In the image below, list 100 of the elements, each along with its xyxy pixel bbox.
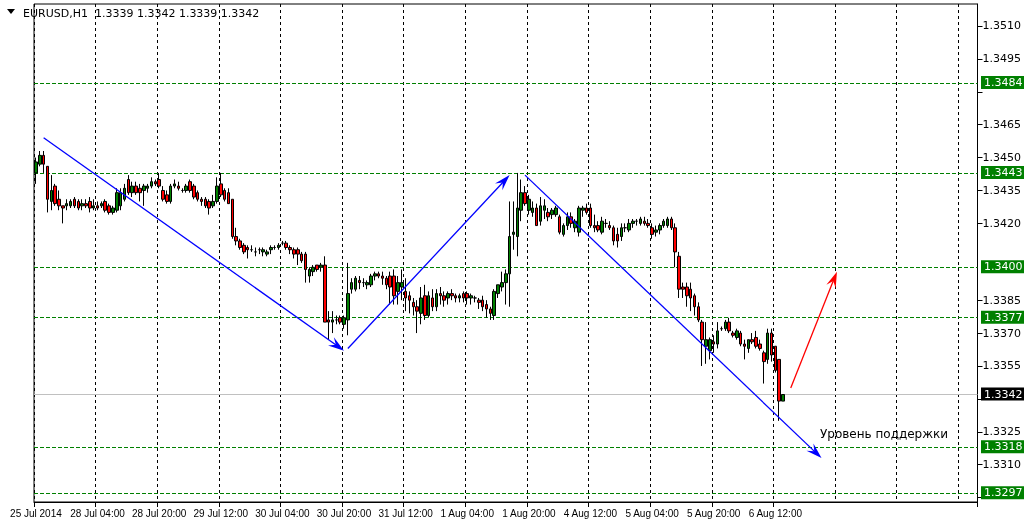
candlestick bbox=[600, 216, 604, 235]
candlestick bbox=[485, 299, 488, 319]
candlestick bbox=[304, 251, 307, 284]
candlestick bbox=[392, 268, 396, 306]
y-tick-label: 1.3435 bbox=[982, 183, 1022, 197]
candlestick bbox=[643, 216, 646, 227]
x-tick-label: 6 Aug 12:00 bbox=[748, 507, 803, 519]
candlestick bbox=[88, 196, 92, 213]
candlestick bbox=[727, 317, 731, 334]
y-tick-label: 1.3385 bbox=[982, 293, 1022, 307]
candlestick bbox=[138, 183, 142, 202]
chart-title: EURUSD,H1 1.3339 1.3342 1.3339 1.3342 bbox=[23, 7, 260, 20]
x-tick-label: 29 Jul 12:00 bbox=[193, 507, 249, 519]
candlestick bbox=[150, 176, 153, 189]
x-tick-label: 28 Jul 04:00 bbox=[70, 507, 126, 519]
candlestick bbox=[550, 207, 554, 220]
x-tick-label: 1 Aug 04:00 bbox=[440, 507, 495, 519]
candlestick bbox=[612, 225, 615, 246]
candlestick bbox=[207, 198, 211, 216]
x-tick-label: 1 Aug 20:00 bbox=[502, 507, 556, 519]
candlestick bbox=[73, 196, 76, 209]
ref-line-label: 1.3443 bbox=[984, 165, 1023, 179]
candlestick bbox=[338, 315, 342, 325]
candlestick bbox=[369, 273, 373, 288]
x-tick-label: 28 Jul 20:00 bbox=[131, 507, 187, 519]
candlestick bbox=[569, 211, 573, 229]
candlestick bbox=[454, 293, 457, 303]
candlestick bbox=[42, 150, 45, 174]
candlestick bbox=[716, 321, 719, 349]
y-tick-label: 1.3465 bbox=[982, 118, 1022, 132]
x-tick-label: 30 Jul 04:00 bbox=[255, 507, 311, 519]
candlestick bbox=[265, 249, 269, 257]
y-tick-label: 1.3310 bbox=[982, 458, 1022, 472]
candlestick bbox=[639, 216, 642, 227]
annotation: Уровень поддержки bbox=[820, 427, 949, 441]
candlestick bbox=[115, 187, 119, 213]
candlestick bbox=[358, 275, 361, 290]
x-tick-label: 5 Aug 04:00 bbox=[625, 507, 680, 519]
ref-line-label: 1.3297 bbox=[984, 486, 1023, 500]
candlestick bbox=[458, 293, 461, 303]
candlestick bbox=[616, 227, 619, 249]
ref-line-label: 1.3342 bbox=[984, 387, 1023, 401]
candlestick bbox=[84, 198, 88, 209]
candlestick bbox=[80, 198, 84, 211]
candlestick bbox=[103, 198, 107, 213]
candlestick bbox=[450, 288, 454, 301]
ref-line-label: 1.3318 bbox=[984, 440, 1023, 454]
candlestick bbox=[184, 183, 188, 194]
candlestick bbox=[724, 319, 727, 332]
y-tick-label: 1.3510 bbox=[982, 19, 1022, 33]
candlestick bbox=[107, 203, 111, 216]
candlestick bbox=[631, 218, 635, 229]
candlestick bbox=[177, 181, 180, 191]
candlestick bbox=[423, 284, 427, 321]
candlestick bbox=[242, 242, 246, 255]
candlestick bbox=[577, 205, 581, 238]
candlestick bbox=[754, 330, 758, 349]
candlestick bbox=[354, 275, 357, 292]
candlestick bbox=[558, 214, 561, 235]
x-tick-label: 5 Aug 20:00 bbox=[687, 507, 741, 519]
candlestick bbox=[477, 297, 481, 310]
x-tick-label: 30 Jul 20:00 bbox=[316, 507, 372, 519]
candlestick bbox=[119, 187, 122, 211]
y-tick-label: 1.3450 bbox=[982, 151, 1022, 165]
x-tick-label: 25 Jul 2014 bbox=[10, 507, 63, 519]
candlestick bbox=[658, 222, 662, 235]
candlestick bbox=[388, 271, 392, 306]
candlestick bbox=[446, 290, 450, 306]
y-tick-label: 1.3420 bbox=[982, 216, 1022, 230]
y-tick-label: 1.3355 bbox=[982, 359, 1022, 373]
candlestick bbox=[689, 282, 692, 312]
candlestick bbox=[435, 288, 438, 312]
ref-line-label: 1.3400 bbox=[984, 260, 1023, 274]
candlestick bbox=[192, 183, 196, 200]
candlestick bbox=[685, 282, 689, 308]
candlestick bbox=[69, 198, 72, 209]
y-tick-label: 1.3495 bbox=[982, 52, 1022, 66]
candlestick bbox=[442, 290, 446, 308]
candlestick bbox=[381, 271, 384, 286]
ref-line-label: 1.3484 bbox=[984, 75, 1023, 89]
x-tick-label: 4 Aug 12:00 bbox=[563, 507, 618, 519]
candlestick bbox=[261, 247, 265, 257]
ref-line-label: 1.3377 bbox=[984, 310, 1023, 324]
candlestick bbox=[142, 183, 146, 207]
candlestick bbox=[315, 264, 319, 273]
candlestick bbox=[627, 218, 631, 233]
candlestick bbox=[100, 200, 103, 209]
x-tick-label: 31 Jul 12:00 bbox=[378, 507, 434, 519]
candlestick bbox=[46, 165, 49, 213]
candlestick bbox=[288, 244, 292, 255]
candlestick bbox=[469, 293, 473, 306]
y-tick-label: 1.3325 bbox=[982, 425, 1022, 439]
candlestick bbox=[654, 225, 658, 238]
candlestick bbox=[554, 205, 558, 218]
candlestick bbox=[704, 321, 708, 365]
candlestick bbox=[284, 240, 288, 251]
y-tick-label: 1.3370 bbox=[982, 326, 1022, 340]
candlestick bbox=[296, 247, 300, 266]
candlestick bbox=[666, 216, 669, 229]
candlestick bbox=[539, 196, 542, 227]
